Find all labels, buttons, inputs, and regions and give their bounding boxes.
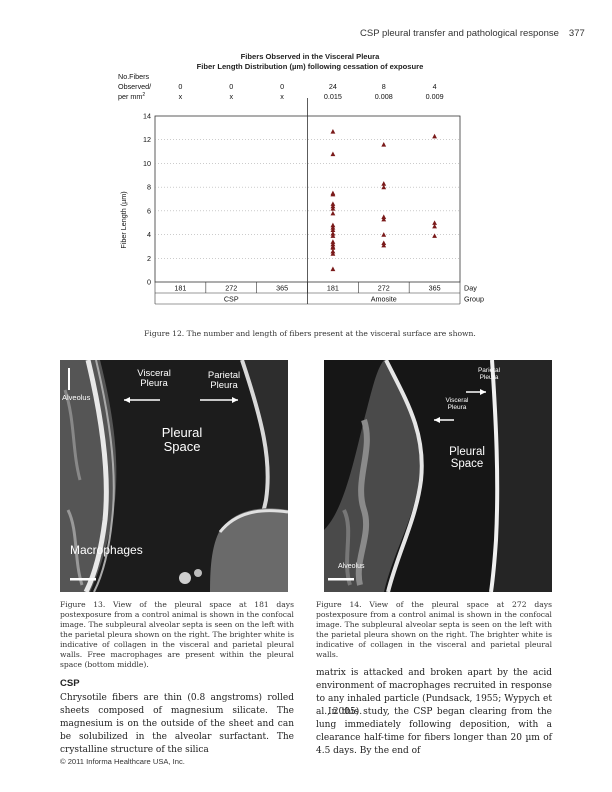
x-tick-label: 181 [174,284,186,293]
visceral-pleura-label: Visceral Pleura [445,397,469,411]
y-tick-label: 4 [147,230,151,239]
data-point [381,181,387,186]
data-point [432,133,437,139]
fiber-count: 8 [382,82,386,91]
data-point [330,201,336,206]
row-label-1: No.Fibers [118,72,150,81]
data-point [330,239,336,244]
row-label-sup: 2 [142,92,145,98]
row-label-3-text: per mm [118,92,142,101]
x-tick-label: 365 [429,284,441,293]
figure12-caption: Figure 12. The number and length of fibe… [144,329,476,338]
figure12-header-table: No.Fibers Observed/ per mm2 0x0x0x240.01… [118,72,444,101]
figure14-micrograph [324,360,552,592]
data-point [330,245,336,250]
data-point [330,227,336,232]
data-point [330,206,336,211]
row-label-2: Observed/ [118,82,151,91]
data-point [330,222,336,228]
figure13-image: Alveolus Visceral Pleura Parietal Pleura… [60,360,288,592]
x-tick-label: 365 [276,284,288,293]
data-point [381,184,387,190]
running-title: CSP pleural transfer and pathological re… [360,28,559,39]
figure12-chart: No.Fibers Observed/ per mm2 0x0x0x240.01… [118,72,484,305]
copyright-footer: © 2011 Informa Healthcare USA, Inc. [60,757,185,766]
fiber-count: 24 [329,82,337,91]
alveolus-label: Alveolus [62,393,91,402]
data-point [381,142,387,147]
fiber-density: 0.009 [426,92,444,101]
data-point [330,225,336,230]
y-tick-label: 12 [143,135,151,144]
figure12-title: Fibers Observed in the Visceral Pleura [240,52,380,61]
data-point [381,216,387,222]
visceral-pleura-label: Visceral Pleura [137,368,171,389]
x-tick-label: 181 [327,284,339,293]
data-point [432,223,437,229]
x-axis-label: Day [464,284,477,293]
fiber-density: x [229,92,233,101]
fiber-count: 0 [280,82,284,91]
data-point [381,240,387,246]
data-point [432,233,437,238]
fiber-density: x [179,92,183,101]
parietal-pleura-label: Parietal Pleura [477,367,501,381]
y-tick-label: 2 [147,254,151,263]
y-tick-label: 14 [143,112,151,121]
data-point [330,151,336,157]
x-tick-label: 272 [378,284,390,293]
parietal-pleura-label: Parietal Pleura [207,370,241,391]
y-tick-label: 8 [147,183,151,192]
section-heading: CSP [60,678,80,689]
y-axis-label: Fiber Length (µm) [119,191,128,248]
data-point [330,251,336,256]
page-number: 377 [568,28,585,39]
data-point [330,191,336,197]
figure12-subtitle: Fiber Length Distribution (µm) following… [196,62,424,71]
left-paragraph: Chrysotile fibers are thin (0.8 angstrom… [60,693,294,755]
fiber-count: 4 [433,82,437,91]
figure13-micrograph [60,360,288,592]
figure14-image: Parietal Pleura Visceral Pleura Pleural … [324,360,552,592]
alveolus-label: Alveolus [338,563,365,570]
data-point [330,266,336,272]
pleural-space-label: Pleural Space [449,446,485,471]
fiber-count: 0 [229,82,233,91]
macrophages-label: Macrophages [70,543,143,557]
data-point [330,248,336,254]
data-point [330,241,336,247]
pleural-space-label: Pleural Space [161,425,203,454]
group-label: Amosite [371,295,397,304]
fiber-density: 0.015 [324,92,342,101]
data-point [330,230,336,236]
data-point [381,232,387,237]
running-header: CSP pleural transfer and pathological re… [360,28,585,39]
figure14-caption: Figure 14. View of the pleural space at … [316,600,552,659]
fiber-density: 0.008 [375,92,393,101]
right-paragraph-1: matrix is attacked and broken apart by t… [316,668,552,717]
fiber-count: 0 [178,82,182,91]
data-point [330,129,336,134]
y-tick-label: 10 [143,159,151,168]
figure13-caption: Figure 13. View of the pleural space at … [60,600,294,669]
row-label-3: per mm2 [118,92,145,101]
group-label: CSP [224,295,239,304]
data-point [330,233,336,238]
data-point [330,210,336,216]
data-point [432,220,437,225]
x-tick-label: 272 [225,284,237,293]
group-axis-label: Group [464,295,484,304]
data-point [381,214,387,219]
data-point [381,242,387,248]
y-tick-label: 6 [147,206,151,215]
data-point [330,203,336,209]
y-tick-label: 0 [147,278,151,287]
figure12-plot-area: 0 2 4 6 8 10 12 14 181 272 365 181 272 365 CSP Amosite D… [143,98,484,305]
right-paragraph-2: In this study, the CSP began clearing fr… [316,707,552,756]
fiber-density: x [280,92,284,101]
